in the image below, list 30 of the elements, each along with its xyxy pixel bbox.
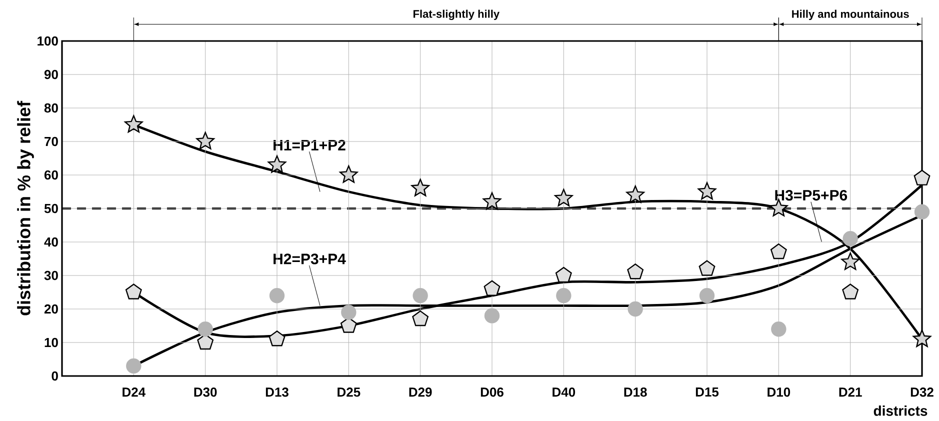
x-tick-label: D32 <box>910 388 934 397</box>
x-tick-label: D30 <box>194 388 217 397</box>
y-tick-label: 60 <box>44 170 58 180</box>
y-tick-label: 30 <box>44 270 58 280</box>
y-tick-label: 20 <box>44 304 58 314</box>
x-tick-label: D18 <box>624 388 647 397</box>
x-tick-label: D40 <box>552 388 576 397</box>
y-tick-label: 90 <box>44 70 58 80</box>
y-tick-label: 50 <box>44 204 58 214</box>
y-tick-label: 40 <box>44 237 58 247</box>
annotation: H1=P1+P2 <box>274 140 346 150</box>
x-tick-label: D29 <box>409 388 432 397</box>
annotation: H3=P5+P6 <box>775 190 848 201</box>
x-tick-label: D13 <box>266 388 288 397</box>
text: Hilly and mountainous <box>792 10 909 20</box>
y-tick-label: 0 <box>52 371 58 381</box>
x-tick-label: D06 <box>480 388 504 397</box>
text: Flat-slightly hilly <box>414 10 500 20</box>
x-tick-label: D24 <box>122 388 146 397</box>
y-tick-label: 80 <box>44 103 58 113</box>
x-tick-label: D25 <box>338 388 360 397</box>
annotation: H2=P3+P4 <box>274 254 346 264</box>
y-tick-label: 70 <box>44 136 58 146</box>
x-axis-title: districts <box>874 406 928 416</box>
x-tick-label: D21 <box>839 388 862 397</box>
y-axis-title: distribution in % by relief <box>17 100 34 316</box>
y-tick-label: 100 <box>38 36 58 46</box>
x-tick-label: D10 <box>768 388 790 397</box>
x-tick-label: D15 <box>696 388 719 397</box>
y-tick-label: 10 <box>44 338 58 348</box>
